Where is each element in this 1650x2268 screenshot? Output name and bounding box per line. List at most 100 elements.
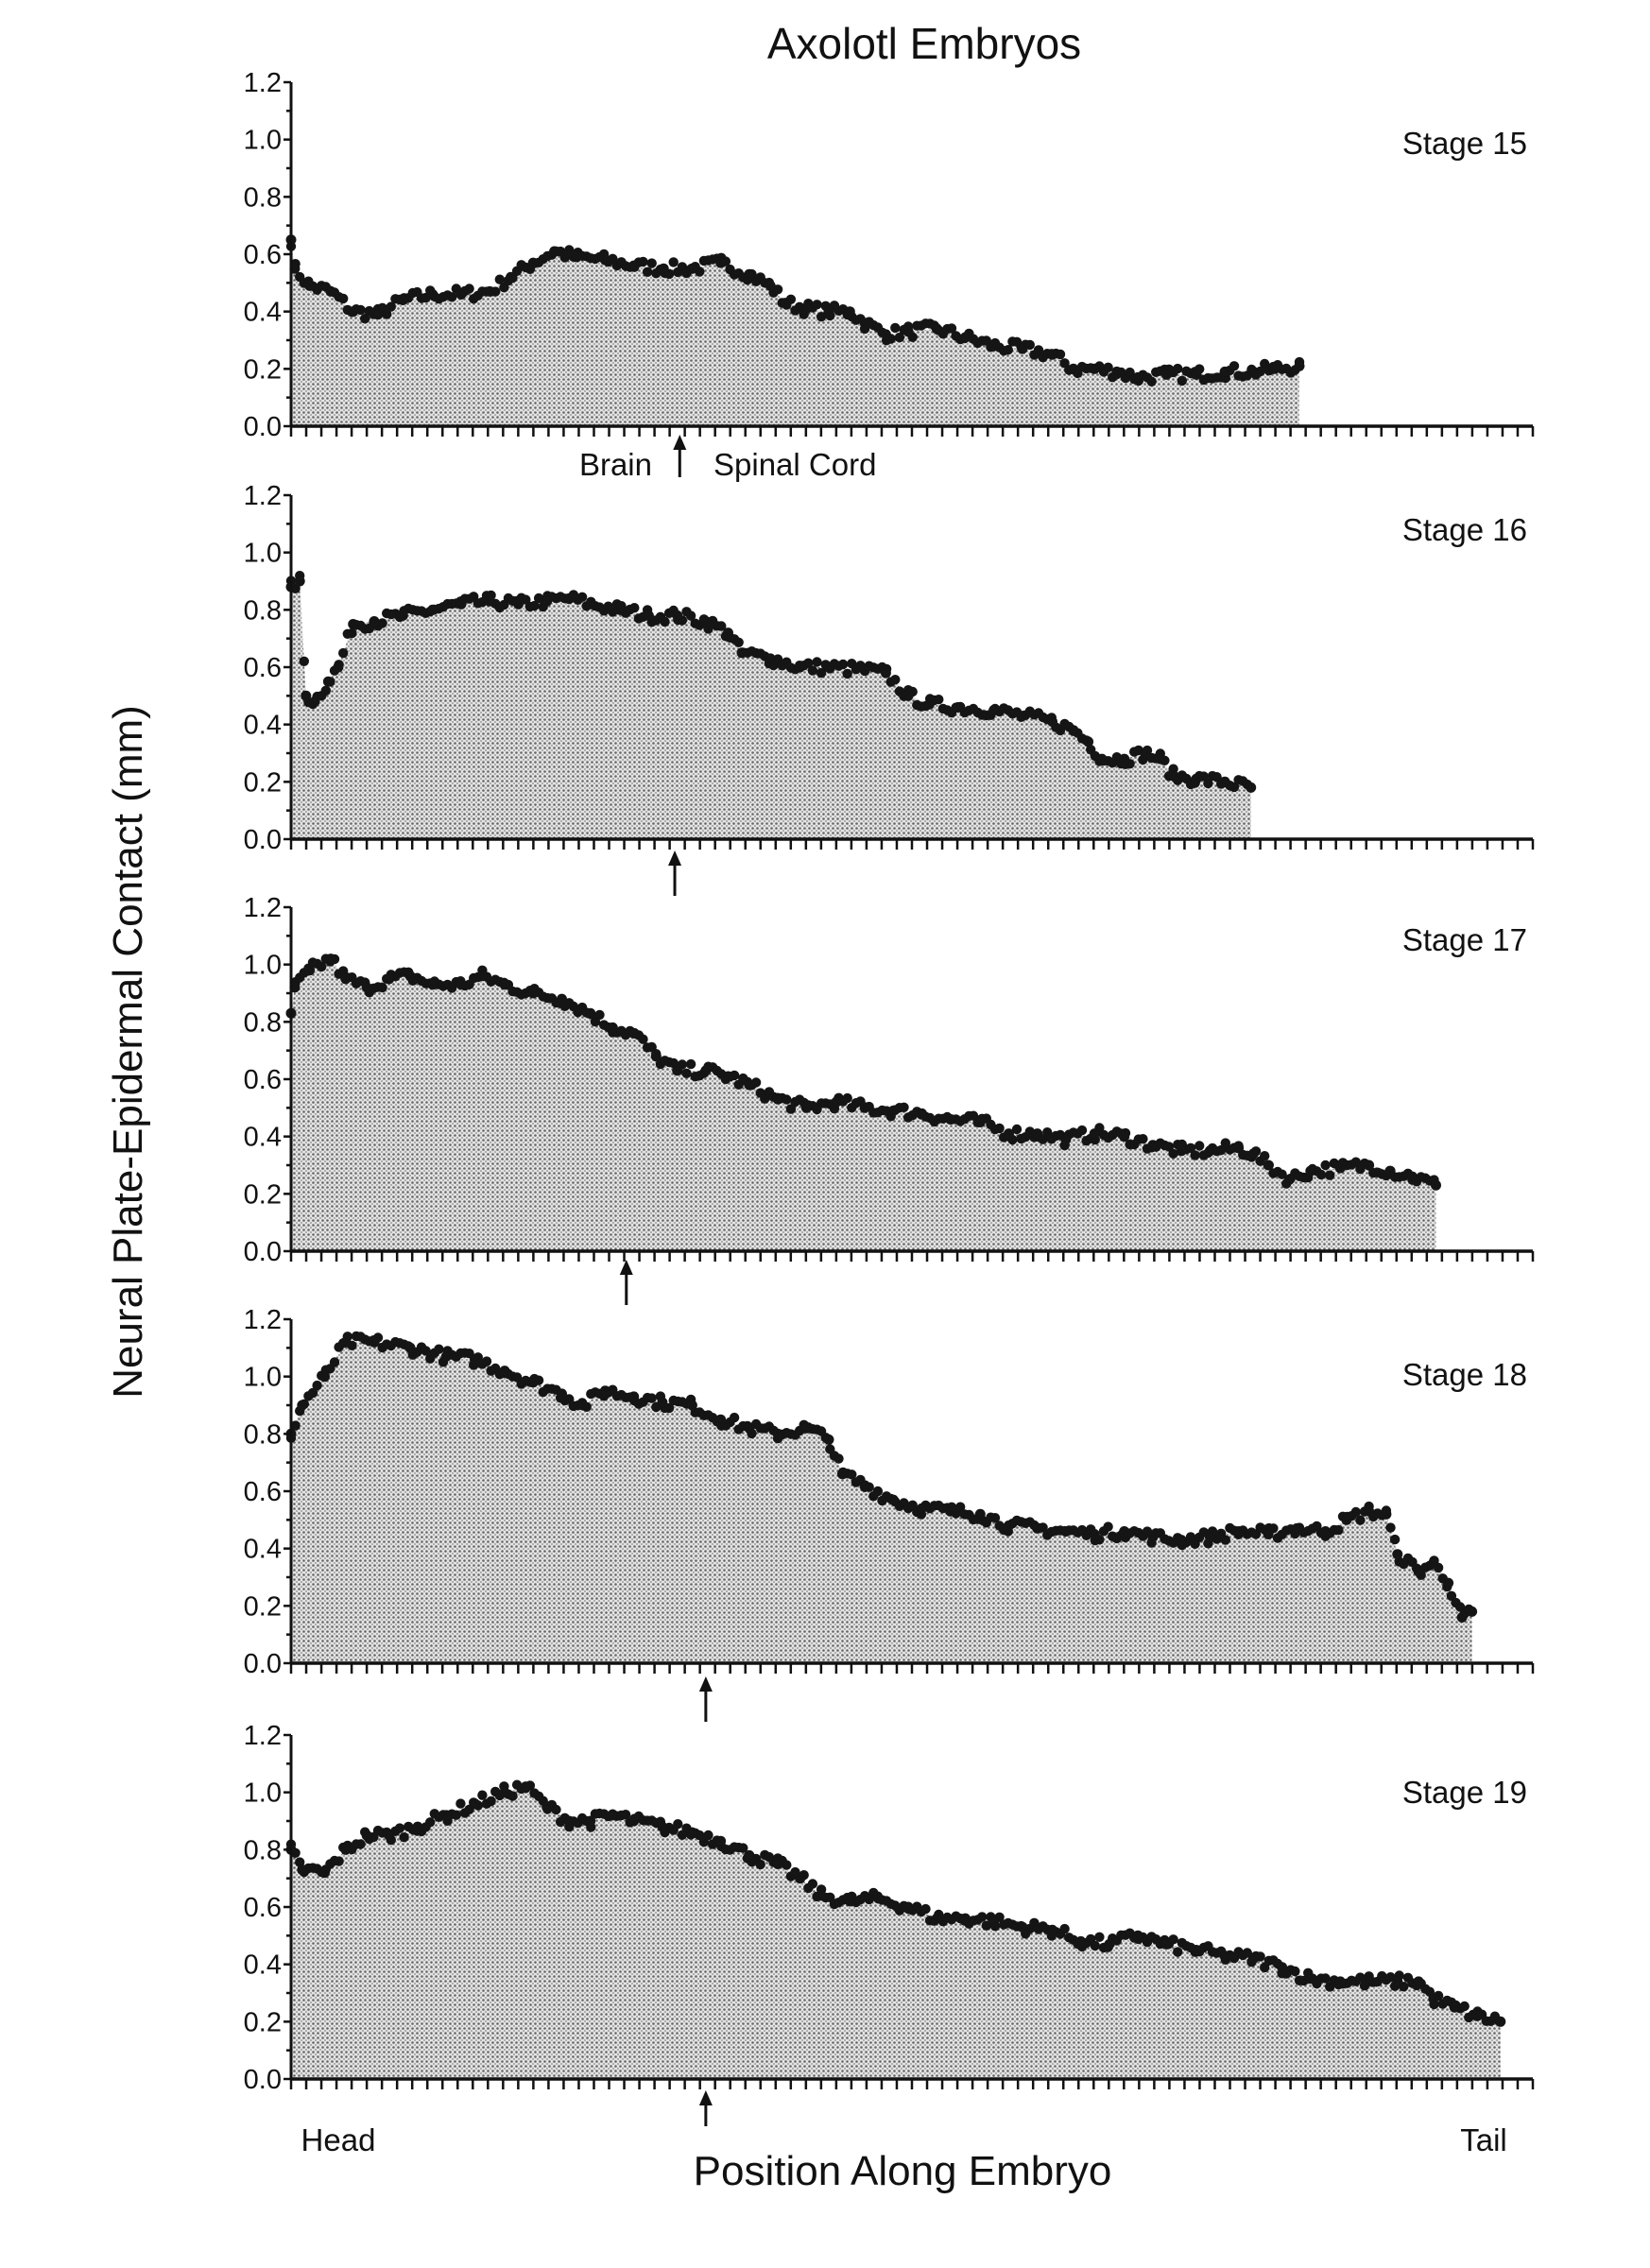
data-point <box>499 1366 510 1377</box>
y-tick-label: 0.0 <box>244 1237 282 1267</box>
data-point <box>800 1422 812 1434</box>
data-point <box>945 1505 956 1517</box>
data-point <box>307 1387 318 1399</box>
data-point <box>294 576 305 587</box>
data-point <box>1233 1143 1245 1154</box>
data-point <box>557 993 567 1005</box>
data-point <box>685 610 696 621</box>
data-point <box>660 616 670 627</box>
data-point <box>1364 1505 1375 1517</box>
data-point <box>953 702 964 713</box>
data-point <box>334 1856 344 1866</box>
data-point <box>977 1912 988 1922</box>
data-point <box>599 254 610 266</box>
data-point <box>744 1079 755 1091</box>
data-point <box>872 1486 884 1497</box>
data-point <box>715 257 727 268</box>
data-point <box>594 1009 605 1021</box>
data-point <box>1407 1171 1418 1182</box>
data-point <box>668 257 679 267</box>
data-point <box>1083 736 1094 747</box>
data-point <box>1428 1993 1439 2004</box>
data-point <box>880 329 891 340</box>
data-point <box>1263 1160 1274 1171</box>
data-point <box>887 1494 899 1505</box>
data-point <box>823 306 834 318</box>
data-point <box>844 306 855 318</box>
y-tick-label: 0.2 <box>244 2007 282 2037</box>
data-point <box>559 252 570 263</box>
data-point <box>974 1508 986 1520</box>
data-point <box>1341 1514 1352 1525</box>
data-point <box>384 973 395 985</box>
data-point <box>309 696 320 707</box>
data-point <box>620 1810 631 1820</box>
data-point <box>1355 1972 1366 1983</box>
data-point <box>842 1092 852 1104</box>
data-point <box>1140 747 1151 759</box>
data-point <box>847 1469 857 1480</box>
data-point <box>499 979 510 990</box>
data-point <box>1216 1144 1227 1156</box>
data-point <box>812 657 822 667</box>
data-point <box>1284 1174 1295 1185</box>
data-point <box>628 1391 640 1402</box>
data-point <box>646 258 657 268</box>
data-point <box>1392 1976 1403 1987</box>
data-point <box>421 1346 431 1356</box>
data-point <box>859 1102 870 1113</box>
data-point <box>1060 1526 1072 1537</box>
data-point <box>1381 1508 1392 1520</box>
data-point <box>1173 1947 1183 1957</box>
boundary-arrow-icon <box>619 1260 633 1275</box>
data-point <box>917 1108 927 1119</box>
data-point <box>585 598 596 610</box>
y-tick-label: 0.0 <box>244 825 282 855</box>
data-point <box>989 1513 1001 1523</box>
panel-stage-16: 0.0 0.2 0.4 0.6 0.8 1.0 1.2 Stage 16 <box>244 481 1535 896</box>
boundary-arrow-icon <box>698 2090 713 2105</box>
contact-area <box>291 958 1436 1251</box>
data-point <box>890 322 901 334</box>
data-point <box>451 1810 461 1820</box>
data-point <box>394 1823 405 1833</box>
y-tick-label: 0.4 <box>244 711 282 741</box>
data-point <box>923 698 935 710</box>
data-point <box>686 263 697 274</box>
data-point <box>494 274 505 284</box>
data-point <box>333 662 344 673</box>
data-point <box>663 1402 675 1414</box>
y-tick-label: 1.2 <box>244 481 282 511</box>
data-point <box>715 1414 727 1425</box>
data-point <box>1033 345 1044 355</box>
data-point <box>1111 366 1123 377</box>
data-point <box>816 1890 827 1901</box>
y-tick-label: 1.2 <box>244 1305 282 1335</box>
data-point <box>585 1815 596 1827</box>
data-point <box>1247 366 1259 377</box>
contact-area <box>291 239 1299 426</box>
data-point <box>946 323 957 334</box>
data-point <box>1055 349 1066 360</box>
data-point <box>1334 1976 1346 1987</box>
data-point <box>319 1867 330 1879</box>
data-point <box>297 1400 308 1411</box>
data-point <box>780 298 791 309</box>
data-point <box>723 627 733 639</box>
data-point <box>894 332 905 343</box>
data-point <box>1195 1141 1205 1151</box>
y-tick-label: 1.2 <box>244 1721 282 1751</box>
data-point <box>481 1356 492 1366</box>
data-point <box>521 594 531 605</box>
data-point <box>1017 343 1028 354</box>
data-point <box>859 1480 870 1491</box>
data-point <box>859 664 870 676</box>
panel-stage-15: 0.0 0.2 0.4 0.6 0.8 1.0 1.2 Stage 15 <box>244 68 1535 477</box>
data-point <box>486 1796 496 1807</box>
data-point <box>1384 1165 1396 1177</box>
data-point <box>338 647 349 659</box>
data-point <box>297 1864 308 1876</box>
data-point <box>807 665 818 676</box>
stage-label: Stage 19 <box>1402 1775 1527 1810</box>
